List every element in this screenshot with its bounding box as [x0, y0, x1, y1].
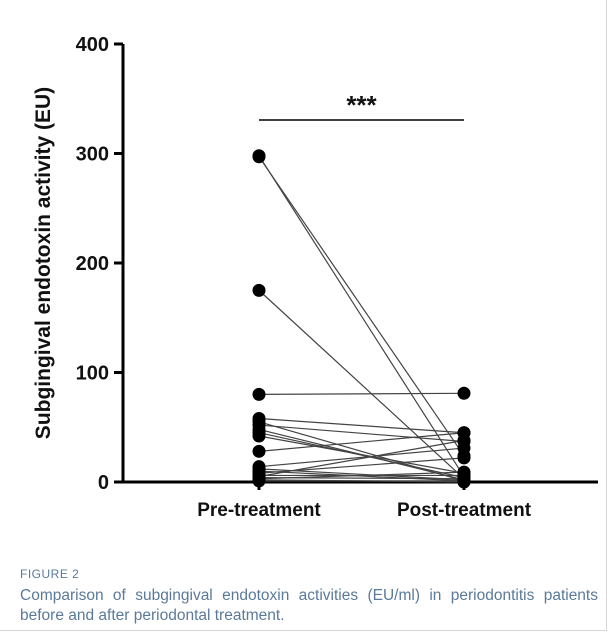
data-points — [252, 149, 471, 489]
figure-caption: Comparison of subgingival endotoxin acti… — [20, 587, 598, 624]
pair-line — [258, 392, 465, 395]
pair-line — [258, 447, 465, 468]
pair-line — [258, 435, 465, 474]
pre-treatment-point — [252, 429, 266, 443]
x-tick-label: Pre-treatment — [197, 500, 321, 521]
post-treatment-point — [457, 433, 471, 447]
pair-lines — [258, 155, 465, 483]
significance-stars: *** — [346, 90, 377, 120]
pair-line — [258, 439, 465, 478]
pair-line — [258, 432, 465, 452]
y-tick-label: 100 — [76, 363, 109, 385]
y-tick-label: 400 — [76, 34, 109, 56]
pair-line — [258, 289, 465, 480]
pair-line — [258, 156, 465, 457]
axes: 0 100 200 300 400 Pre-treatment Post-treatment… — [32, 34, 598, 521]
y-tick-label: 300 — [76, 144, 109, 166]
post-treatment-point — [457, 386, 471, 400]
pair-line — [258, 155, 465, 477]
pair-line — [258, 424, 465, 443]
x-tick-label: Post-treatment — [397, 500, 532, 521]
pair-line — [258, 417, 465, 434]
pre-treatment-point — [252, 444, 266, 458]
post-treatment-point — [457, 451, 471, 465]
pre-treatment-point — [252, 283, 266, 297]
pre-treatment-point — [252, 387, 266, 401]
figure-label: FIGURE 2 — [20, 567, 80, 581]
y-axis-label: Subgingival endotoxin activity (EU) — [32, 87, 55, 439]
paired-dot-plot: 0 100 200 300 400 Pre-treatment Post-treatment… — [32, 34, 598, 521]
pre-treatment-point — [252, 474, 266, 488]
post-treatment-point — [457, 474, 471, 488]
significance-annotation: *** — [259, 90, 464, 121]
figure-frame — [0, 0, 607, 631]
pair-line — [258, 471, 465, 480]
y-tick-label: 200 — [76, 253, 109, 275]
y-tick-label: 0 — [98, 472, 109, 494]
pre-treatment-point — [252, 150, 266, 164]
